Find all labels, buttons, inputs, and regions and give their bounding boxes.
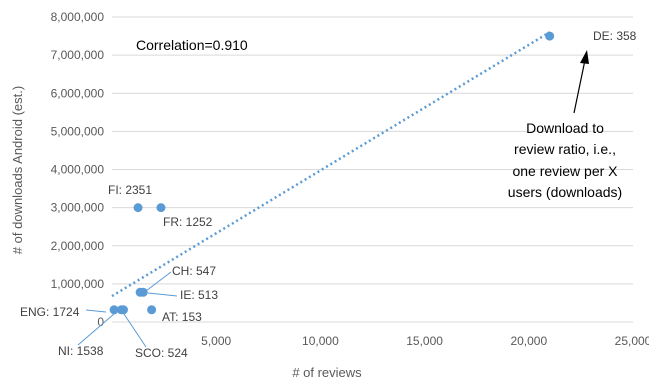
data-label: SCO: 524	[135, 346, 188, 360]
leader-line	[147, 292, 178, 297]
annotation-arrow	[573, 59, 586, 114]
x-axis-title: # of reviews	[292, 365, 362, 380]
y-tick-label: 3,000,000	[51, 201, 105, 215]
x-tick-label: 25,000	[615, 334, 649, 348]
data-label: AT: 153	[162, 310, 202, 324]
data-point	[545, 31, 555, 41]
y-tick-label: 5,000,000	[51, 124, 105, 138]
data-label: IE: 513	[180, 288, 218, 302]
y-axis-ticks: 0 1,000,000 2,000,000 3,000,000 4,000,000 5,0…	[51, 10, 105, 329]
data-label: NI: 1538	[58, 344, 104, 358]
x-tick-label: 10,000	[302, 334, 339, 348]
data-label: DE: 358	[593, 29, 637, 43]
data-label: CH: 547	[172, 264, 216, 278]
data-point	[138, 287, 148, 297]
y-tick-label: 6,000,000	[51, 86, 105, 100]
y-tick-label: 2,000,000	[51, 239, 105, 253]
y-tick-label: 4,000,000	[51, 163, 105, 177]
correlation-label: Correlation=0.910	[136, 37, 248, 53]
data-point	[133, 203, 143, 213]
x-tick-label: 5,000	[201, 334, 231, 348]
leader-line	[77, 313, 115, 346]
data-points	[109, 31, 555, 315]
data-label: FI: 2351	[108, 183, 152, 197]
gridlines	[112, 16, 633, 285]
annotation-line-2: review ratio, i.e.,	[514, 141, 616, 157]
x-axis-ticks: 5,000 10,000 15,000 20,000 25,000	[201, 334, 649, 348]
data-point	[109, 305, 119, 315]
data-point	[147, 305, 157, 315]
y-tick-label: 0	[97, 315, 104, 329]
annotation-line-4: users (downloads)	[508, 184, 622, 200]
y-axis-title: # of downloads Android (est.)	[10, 86, 25, 254]
annotation-line-3: one review per X	[512, 163, 618, 179]
y-tick-label: 8,000,000	[51, 10, 105, 24]
leader-line	[145, 271, 172, 292]
label-leader-lines	[77, 271, 178, 348]
annotation-arrowhead	[580, 50, 589, 64]
y-tick-label: 7,000,000	[51, 48, 105, 62]
data-label: ENG: 1724	[20, 305, 80, 319]
leader-line	[123, 313, 147, 348]
annotation-line-1: Download to	[526, 120, 604, 136]
data-labels: DE: 358 FI: 2351 FR: 1252 CH: 547 IE: 513 AT:…	[20, 29, 637, 360]
x-tick-label: 20,000	[510, 334, 547, 348]
x-tick-label: 15,000	[406, 334, 443, 348]
trendline	[111, 31, 551, 298]
data-point	[156, 203, 166, 213]
data-label: FR: 1252	[163, 215, 213, 229]
y-tick-label: 1,000,000	[51, 277, 105, 291]
data-point	[118, 305, 128, 315]
leader-line	[85, 309, 107, 313]
